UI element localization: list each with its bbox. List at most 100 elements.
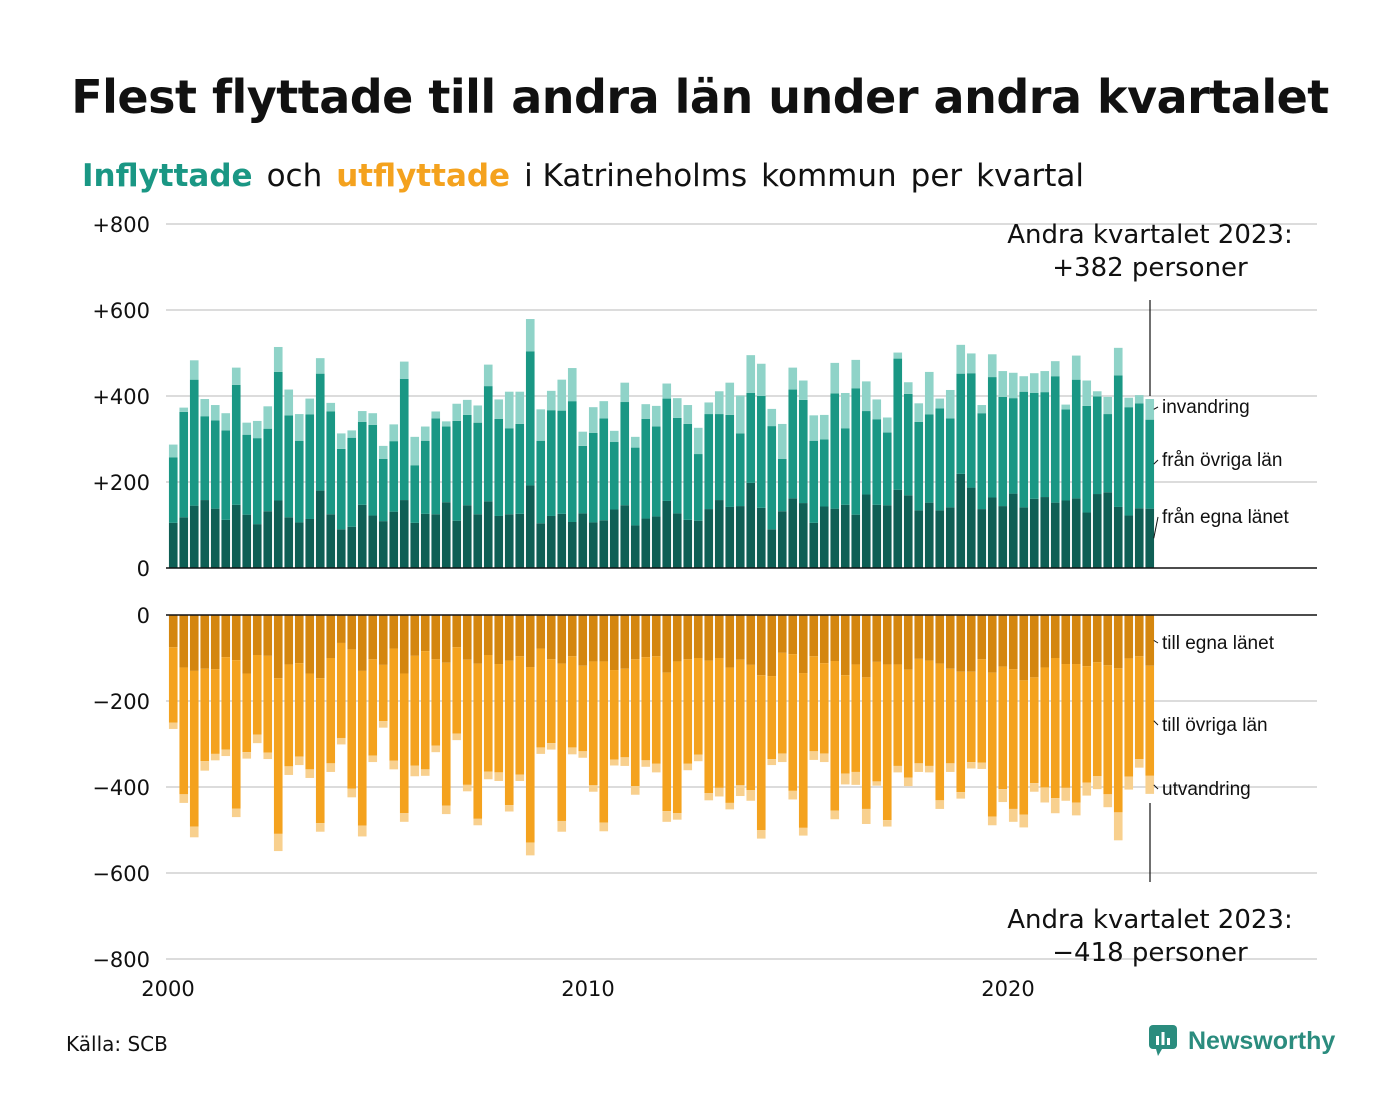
bar-in-own <box>420 513 430 568</box>
bar-out-other <box>284 664 294 767</box>
bar-in-other <box>1082 405 1092 513</box>
bar-in-other <box>368 424 378 516</box>
bar-in-immig <box>578 431 588 446</box>
bar-out-emig <box>305 769 315 778</box>
bar-in-other <box>725 414 735 507</box>
y-tick-bottom: −600 <box>92 862 150 886</box>
bar-out-emig <box>1145 775 1155 794</box>
bar-out-emig <box>1103 794 1113 808</box>
bar-out-own <box>609 615 619 671</box>
bar-in-other <box>189 379 199 506</box>
subtitle-kommun: kommun <box>761 158 897 194</box>
bar-in-other <box>861 411 871 495</box>
bar-in-immig <box>714 391 724 415</box>
bar-out-other <box>672 661 682 814</box>
bar-out-other <box>914 658 924 764</box>
bar-in-own <box>704 509 714 568</box>
bar-in-immig <box>515 391 525 424</box>
bar-out-emig <box>1082 782 1092 796</box>
bar-out-other <box>1029 677 1039 784</box>
bar-out-own <box>252 615 262 655</box>
bar-out-own <box>567 615 577 657</box>
bar-in-own <box>672 513 682 568</box>
bar-in-own <box>924 502 934 568</box>
bar-out-other <box>1134 656 1144 760</box>
bar-out-emig <box>704 793 714 801</box>
bar-in-other <box>693 454 703 521</box>
bar-in-other <box>609 442 619 510</box>
bar-out-own <box>882 615 892 665</box>
bar-in-immig <box>368 413 378 425</box>
bar-out-other <box>903 669 913 778</box>
bar-in-immig <box>746 355 756 393</box>
bar-out-own <box>336 615 346 643</box>
bar-in-own <box>357 504 367 568</box>
bar-out-other <box>924 660 934 766</box>
bar-in-other <box>546 410 556 516</box>
bar-out-emig <box>966 762 976 769</box>
bar-in-own <box>368 515 378 568</box>
bar-in-own <box>399 500 409 568</box>
bar-out-emig <box>851 771 861 785</box>
bar-out-emig <box>1071 802 1081 816</box>
bar-out-other <box>1103 665 1113 795</box>
bar-out-emig <box>483 771 493 780</box>
bar-out-own <box>693 615 703 658</box>
bar-out-emig <box>336 737 346 745</box>
bar-out-own <box>494 615 504 665</box>
bar-out-other <box>777 652 787 754</box>
bar-in-other <box>557 410 567 514</box>
bar-in-immig <box>284 389 294 416</box>
bar-out-own <box>809 615 819 657</box>
bar-out-other <box>294 663 304 757</box>
bar-in-other <box>462 414 472 506</box>
bar-out-own <box>1134 615 1144 657</box>
bar-in-own <box>546 515 556 568</box>
bar-out-other <box>735 659 745 786</box>
bar-in-other <box>483 386 493 502</box>
annotation-top-line1: Andra kvartalet 2023: <box>1007 220 1292 250</box>
bar-out-emig <box>588 785 598 792</box>
bar-out-own <box>357 615 367 671</box>
bar-in-own <box>735 506 745 568</box>
bar-out-emig <box>840 773 850 785</box>
bar-out-own <box>725 615 735 668</box>
bar-out-own <box>441 615 451 663</box>
bar-out-other <box>798 673 808 828</box>
bar-in-own <box>431 514 441 568</box>
bar-out-emig <box>599 822 609 832</box>
bar-out-emig <box>935 800 945 809</box>
bar-out-own <box>1050 615 1060 658</box>
bar-out-emig <box>368 755 378 763</box>
bar-out-other <box>620 668 630 758</box>
bar-out-emig <box>830 810 840 820</box>
bar-in-own <box>851 514 861 568</box>
bar-in-immig <box>189 360 199 380</box>
bar-in-other <box>504 428 514 515</box>
bar-out-own <box>588 615 598 662</box>
bar-in-own <box>956 473 966 568</box>
bar-in-own <box>284 517 294 568</box>
bar-in-own <box>599 520 609 568</box>
bar-in-own <box>1113 506 1123 568</box>
bar-in-other <box>903 393 913 496</box>
bar-in-own <box>966 487 976 568</box>
bar-in-other <box>452 420 462 521</box>
bar-out-emig <box>998 789 1008 803</box>
bar-in-other <box>1029 392 1039 499</box>
bar-in-other <box>651 426 661 517</box>
bar-in-immig <box>767 408 777 427</box>
bar-out-other <box>347 649 357 789</box>
bar-out-emig <box>1092 776 1102 790</box>
bar-in-immig <box>935 398 945 409</box>
bar-in-immig <box>336 433 346 449</box>
bar-out-own <box>189 615 199 671</box>
bar-in-other <box>578 445 588 514</box>
bar-in-immig <box>546 390 556 411</box>
bar-out-other <box>441 662 451 806</box>
bar-in-own <box>305 518 315 568</box>
series-label-in: från övriga län <box>1162 450 1282 471</box>
bar-out-emig <box>725 802 735 810</box>
bar-out-own <box>830 615 840 662</box>
bar-out-emig <box>651 763 661 773</box>
